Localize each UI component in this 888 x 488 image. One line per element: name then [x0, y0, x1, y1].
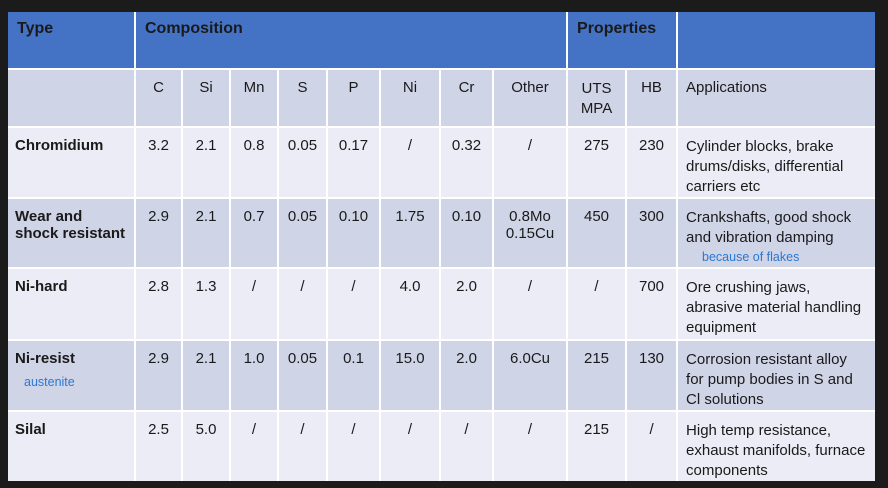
cell-s: 0.05 [277, 126, 328, 199]
cell-other: 6.0Cu [491, 339, 569, 412]
subheader-c: C [134, 68, 183, 128]
cell-cr: 2.0 [439, 339, 494, 412]
subheader-ni: Ni [379, 68, 441, 128]
cell-si: 5.0 [181, 410, 231, 481]
applications-text: Ore crushing jaws, abrasive material han… [686, 279, 862, 336]
applications-note: because of flakes [702, 250, 800, 264]
cell-c: 2.9 [134, 197, 183, 269]
applications-text: Corrosion resistant alloy for pump bodie… [686, 351, 853, 408]
cell-ni: / [379, 410, 441, 481]
subheader-mn: Mn [229, 68, 279, 128]
cell-applications: Corrosion resistant alloy for pump bodie… [676, 339, 876, 412]
cell-c: 2.5 [134, 410, 183, 481]
table-row-wear-shock: Wear and shock resistant 2.9 2.1 0.7 0.0… [8, 197, 876, 269]
subheader-applications: Applications [676, 68, 876, 128]
cell-cr: 0.32 [439, 126, 494, 199]
cell-other: / [491, 267, 569, 341]
type-name: Wear and shock resistant [15, 208, 126, 242]
header-blank-cell [676, 12, 876, 70]
applications-text: Crankshafts, good shock and vibration da… [686, 209, 852, 246]
cell-uts: 275 [566, 126, 628, 199]
subheader-s: S [277, 68, 328, 128]
cell-hb: 700 [625, 267, 679, 341]
cell-p: 0.1 [326, 339, 381, 412]
cell-ni: 1.75 [379, 197, 441, 269]
header-composition: Composition [133, 12, 569, 70]
cell-c: 2.8 [134, 267, 183, 341]
cell-hb: / [625, 410, 679, 481]
table-header-row: Type Composition Properties [8, 12, 876, 70]
cell-uts: / [566, 267, 628, 341]
cell-hb: 230 [625, 126, 679, 199]
type-name: Ni-resist [15, 350, 76, 367]
type-name: Chromidium [15, 137, 104, 154]
cell-p: / [326, 410, 381, 481]
cell-cr: 0.10 [439, 197, 494, 269]
cell-si: 2.1 [181, 197, 231, 269]
type-note: austenite [24, 375, 75, 389]
applications-text: Cylinder blocks, brake drums/disks, diff… [686, 138, 844, 195]
cell-c: 2.9 [134, 339, 183, 412]
row-type: Ni-resist austenite [8, 339, 136, 412]
cell-s: 0.05 [277, 197, 328, 269]
cell-ni: 15.0 [379, 339, 441, 412]
cell-mn: / [229, 410, 279, 481]
subheader-uts-line1: UTS [581, 80, 612, 97]
type-name: Ni-hard [15, 278, 68, 295]
row-type: Ni-hard [8, 267, 136, 341]
cell-p: 0.10 [326, 197, 381, 269]
row-type: Chromidium [8, 126, 136, 199]
subheader-type-blank [8, 68, 136, 128]
subheader-uts-line2: MPA [580, 100, 613, 117]
cast-iron-alloys-table: Type Composition Properties C Si Mn S P … [8, 12, 876, 481]
table-subheader-row: C Si Mn S P Ni Cr Other UTS MPA HB Appli… [8, 68, 876, 128]
subheader-hb: HB [625, 68, 679, 128]
header-type: Type [8, 12, 136, 70]
subheader-si: Si [181, 68, 231, 128]
cell-uts: 450 [566, 197, 628, 269]
cell-other: / [491, 126, 569, 199]
cell-applications: Cylinder blocks, brake drums/disks, diff… [676, 126, 876, 199]
cell-mn: 1.0 [229, 339, 279, 412]
cell-ni: 4.0 [379, 267, 441, 341]
row-type: Wear and shock resistant [8, 197, 136, 269]
cell-mn: 0.7 [229, 197, 279, 269]
cell-mn: 0.8 [229, 126, 279, 199]
subheader-other: Other [491, 68, 569, 128]
cell-si: 2.1 [181, 126, 231, 199]
table-row-silal: Silal 2.5 5.0 / / / / / / 215 / High tem… [8, 410, 876, 481]
type-name: Silal [15, 421, 46, 438]
cell-hb: 300 [625, 197, 679, 269]
cell-applications: Crankshafts, good shock and vibration da… [676, 197, 876, 269]
subheader-p: P [326, 68, 381, 128]
cell-hb: 130 [625, 339, 679, 412]
cell-p: 0.17 [326, 126, 381, 199]
table-row-chromidium: Chromidium 3.2 2.1 0.8 0.05 0.17 / 0.32 … [8, 126, 876, 199]
cell-other: / [491, 410, 569, 481]
cell-si: 2.1 [181, 339, 231, 412]
cell-si: 1.3 [181, 267, 231, 341]
cell-s: 0.05 [277, 339, 328, 412]
cell-uts: 215 [566, 410, 628, 481]
table-row-ni-hard: Ni-hard 2.8 1.3 / / / 4.0 2.0 / / 700 Or… [8, 267, 876, 341]
cell-cr: / [439, 410, 494, 481]
cell-cr: 2.0 [439, 267, 494, 341]
cell-other: 0.8Mo 0.15Cu [491, 197, 569, 269]
cell-uts: 215 [566, 339, 628, 412]
cell-ni: / [379, 126, 441, 199]
cell-applications: High temp resistance, exhaust manifolds,… [676, 410, 876, 481]
row-type: Silal [8, 410, 136, 481]
subheader-cr: Cr [439, 68, 494, 128]
cell-mn: / [229, 267, 279, 341]
cell-s: / [277, 410, 328, 481]
subheader-uts-mpa: UTS MPA [566, 68, 628, 128]
cell-applications: Ore crushing jaws, abrasive material han… [676, 267, 876, 341]
cell-s: / [277, 267, 328, 341]
applications-text: High temp resistance, exhaust manifolds,… [686, 422, 866, 479]
cell-p: / [326, 267, 381, 341]
cell-c: 3.2 [134, 126, 183, 199]
table-row-ni-resist: Ni-resist austenite 2.9 2.1 1.0 0.05 0.1… [8, 339, 876, 412]
header-properties: Properties [566, 12, 679, 70]
